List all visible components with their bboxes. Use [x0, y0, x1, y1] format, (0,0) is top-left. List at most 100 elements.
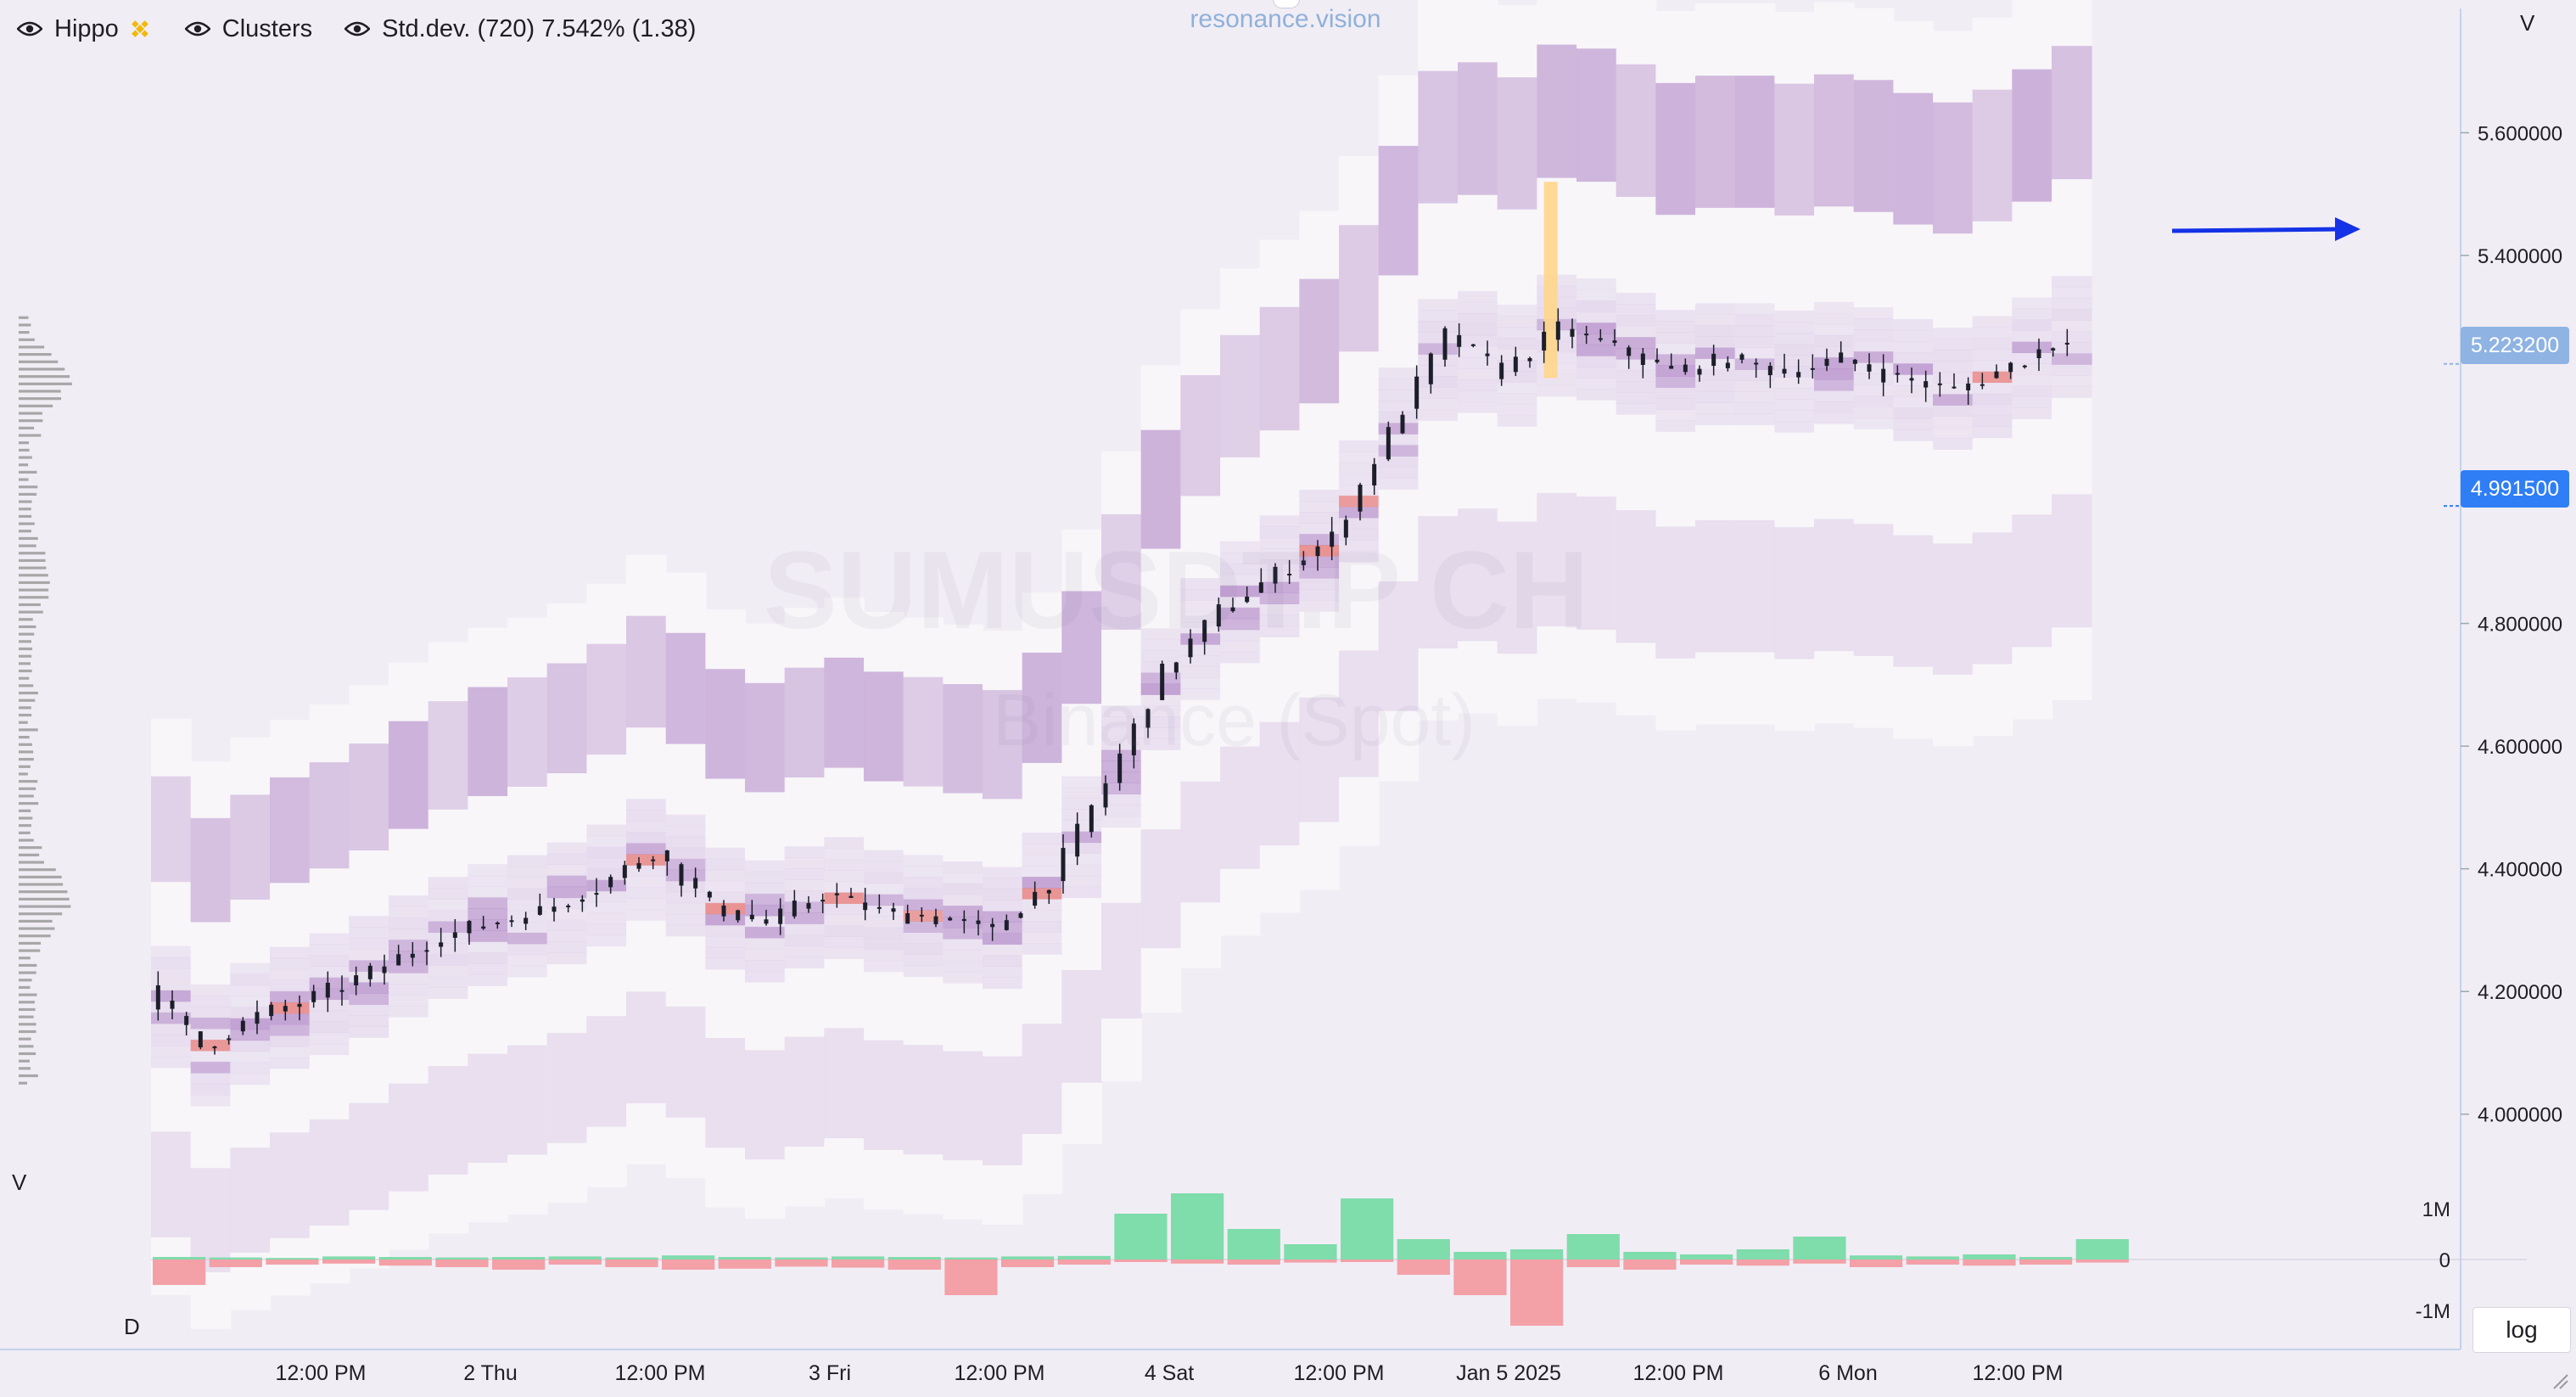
cluster-cell: [1458, 323, 1498, 336]
cluster-cell: [665, 836, 707, 849]
cluster-cell: [309, 1010, 350, 1023]
sell-volume-bar: [1397, 1260, 1450, 1275]
candle-body: [1598, 338, 1603, 340]
eye-icon[interactable]: [17, 21, 42, 36]
cluster-cell: [1814, 334, 1855, 347]
cluster-cell: [1220, 607, 1261, 620]
cluster-cell: [389, 1006, 429, 1018]
candle-body: [736, 910, 741, 921]
cluster-cell: [1101, 805, 1142, 816]
buy-volume-bar: [1623, 1252, 1677, 1260]
candle-body: [2036, 349, 2041, 358]
cluster-cell: [1972, 415, 2013, 428]
indicator-stddev-label: Std.dev. (720) 7.542% (1.38): [382, 14, 697, 42]
profile-bar: [19, 331, 30, 334]
candle-body: [198, 1031, 203, 1047]
upper-band: [270, 777, 311, 884]
cluster-cell: [1972, 393, 2013, 406]
log-scale-button[interactable]: log: [2472, 1307, 2571, 1353]
cluster-cell: [1497, 382, 1538, 394]
eye-icon[interactable]: [344, 21, 371, 36]
candle-body: [1202, 620, 1207, 642]
cluster-cell: [1339, 517, 1380, 530]
cluster-cell: [1695, 347, 1736, 359]
cluster-cell: [983, 977, 1023, 990]
profile-bar: [19, 360, 59, 363]
upper-band: [1576, 48, 1617, 182]
cluster-cell: [1101, 783, 1142, 794]
sell-volume-bar: [1906, 1260, 1959, 1265]
sell-volume-bar: [1793, 1260, 1846, 1264]
cluster-cell: [389, 973, 429, 985]
cluster-cell: [1458, 290, 1498, 303]
cluster-cell: [2012, 385, 2052, 398]
indicator-clusters[interactable]: Clusters: [184, 15, 312, 43]
cluster-cell: [230, 973, 271, 986]
indicator-stddev[interactable]: Std.dev. (720) 7.542% (1.38): [344, 15, 696, 43]
candle-body: [1004, 920, 1009, 930]
cluster-cell: [1655, 310, 1696, 322]
candle-body: [424, 950, 429, 952]
cluster-cell: [626, 843, 667, 855]
cluster-cell: [864, 960, 904, 973]
cluster-cell: [349, 1026, 389, 1038]
profile-bar: [19, 979, 32, 982]
buy-volume-bar: [1114, 1214, 1168, 1260]
cluster-cell: [270, 1046, 311, 1058]
sell-volume-bar: [605, 1260, 658, 1267]
upper-band: [626, 615, 667, 728]
cluster-cell: [1339, 451, 1380, 463]
profile-bar: [19, 691, 38, 695]
symbol-watermark: SUMUSDT.P CH: [764, 528, 1589, 652]
current-price-tag: 5.223200: [2461, 327, 2569, 364]
lower-band: [586, 1016, 627, 1127]
profile-bar: [19, 846, 42, 850]
cluster-cell: [507, 877, 548, 889]
profile-bar: [19, 544, 36, 547]
candle-body: [1513, 356, 1518, 373]
sell-volume-bar: [1623, 1260, 1677, 1270]
candle-body: [495, 922, 500, 924]
cluster-cell: [665, 814, 707, 827]
cluster-cell: [1655, 409, 1696, 421]
buy-volume-bar: [832, 1256, 885, 1260]
eye-icon[interactable]: [184, 21, 210, 36]
sell-volume-bar: [322, 1260, 376, 1264]
lower-band: [309, 1119, 350, 1226]
cluster-cell: [1418, 310, 1459, 322]
profile-bar: [19, 839, 34, 842]
cluster-cell: [784, 901, 826, 913]
candle-body: [1697, 368, 1702, 375]
cluster-cell: [1061, 776, 1102, 788]
cluster-cell: [230, 1007, 271, 1019]
cluster-cell: [626, 810, 667, 822]
cluster-cell: [1774, 399, 1815, 411]
cluster-cell: [1734, 325, 1776, 337]
cluster-cell: [1180, 688, 1221, 700]
profile-bar: [19, 419, 43, 423]
buy-volume-bar: [2075, 1239, 2129, 1260]
cluster-cell: [1140, 705, 1182, 717]
resize-handle-icon[interactable]: [2552, 1373, 2569, 1390]
upper-band: [1140, 429, 1182, 549]
candle-body: [2064, 342, 2069, 345]
cluster-cell: [784, 846, 826, 858]
profile-bar: [19, 993, 37, 996]
candle-body: [311, 990, 316, 1002]
price-tick-label: 4.800000: [2478, 614, 2562, 637]
cluster-cell: [983, 922, 1023, 934]
cluster-cell: [1972, 327, 2013, 339]
cluster-cell: [1458, 312, 1498, 325]
candle-body: [1230, 607, 1235, 612]
upper-band: [468, 687, 508, 796]
cluster-cell: [507, 954, 548, 967]
cluster-cell: [1259, 614, 1301, 626]
cluster-cell: [1418, 409, 1459, 421]
cluster-cell: [943, 972, 983, 984]
lower-band: [1853, 524, 1895, 656]
profile-bar: [19, 492, 37, 496]
cluster-cell: [1972, 349, 2013, 362]
cluster-cell: [705, 957, 746, 970]
indicator-hippo[interactable]: Hippo: [17, 15, 153, 43]
